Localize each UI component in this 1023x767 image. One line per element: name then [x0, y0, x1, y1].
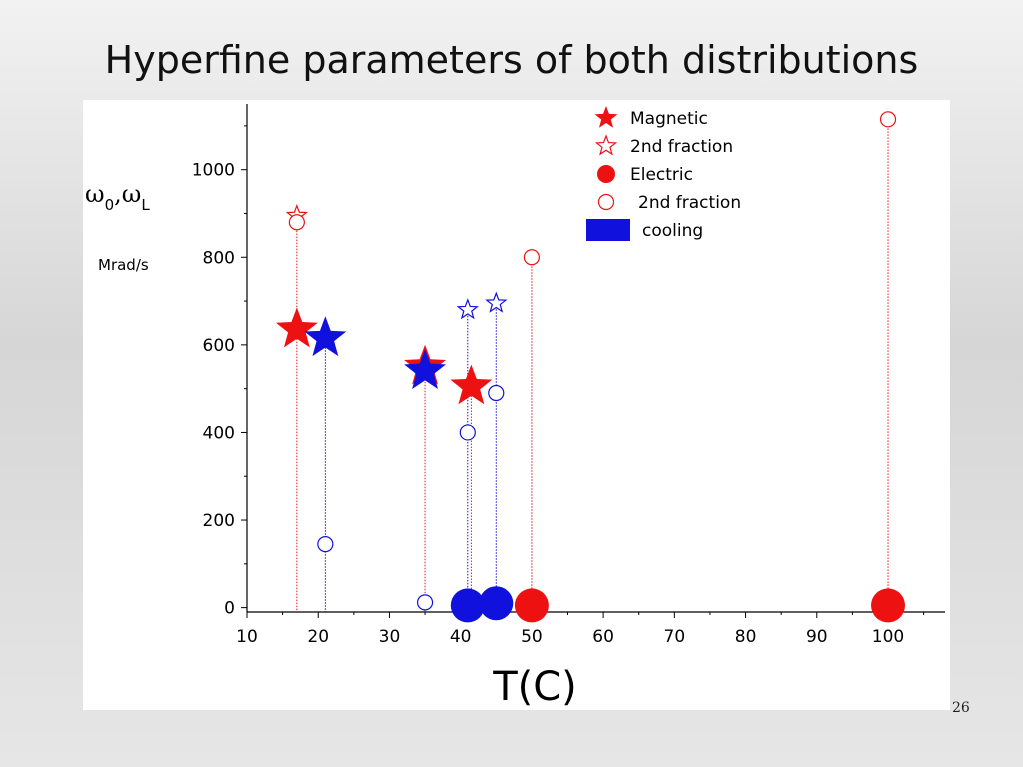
- legend-label: 2nd fraction: [630, 137, 733, 157]
- y-tick-label: 600: [203, 336, 235, 356]
- data-point: [488, 384, 505, 402]
- slide-title: Hyperfine parameters of both distributio…: [104, 38, 919, 82]
- y-axis-label-sub0: 0: [105, 196, 115, 214]
- data-point: [275, 307, 318, 348]
- legend-marker: [594, 134, 618, 156]
- y-axis-label: ω0,ωL: [85, 180, 150, 214]
- page-number: 26: [952, 700, 970, 716]
- data-point: [456, 298, 479, 320]
- x-tick-label: 20: [307, 627, 329, 647]
- legend: Magnetic 2nd fraction Electric 2nd fraction…: [586, 106, 741, 241]
- legend-label: Magnetic: [630, 109, 708, 129]
- y-tick-label: 0: [224, 599, 235, 619]
- data-point: [450, 588, 485, 623]
- scatter-chart: 0 200 400 600 800 1000 10 20 30 40 50 60 70 80 90 100 M…: [85, 104, 945, 710]
- x-axis-label: T(C): [492, 664, 577, 710]
- data-point: [485, 291, 508, 313]
- legend-marker: [597, 165, 615, 183]
- y-axis-label-omega0: ω: [85, 180, 105, 208]
- data-point: [514, 588, 549, 623]
- data-point: [459, 424, 476, 441]
- drop-lines: [296, 119, 889, 612]
- legend-marker: [586, 219, 630, 241]
- axes: 0 200 400 600 800 1000 10 20 30 40 50 60 70 80 90 100: [192, 104, 945, 647]
- x-tick-label: 50: [521, 627, 543, 647]
- legend-label: 2nd fraction: [638, 193, 741, 213]
- legend-marker: [597, 193, 615, 211]
- x-tick-label: 40: [450, 627, 472, 647]
- x-tick-label: 10: [236, 627, 258, 647]
- data-point: [288, 214, 305, 231]
- data-points: [275, 111, 906, 623]
- data-point: [879, 111, 897, 128]
- data-point: [871, 588, 906, 623]
- x-tick-label: 90: [806, 627, 828, 647]
- y-axis-label-omegaL: ω: [122, 180, 142, 208]
- data-point: [304, 316, 347, 357]
- legend-label: cooling: [642, 221, 703, 241]
- data-point: [523, 249, 540, 266]
- data-point: [416, 594, 434, 611]
- y-tick-label: 1000: [192, 161, 235, 181]
- y-axis-unit: Mrad/s: [98, 256, 149, 274]
- y-axis-label-subL: L: [141, 196, 150, 214]
- y-tick-label: 800: [203, 248, 235, 268]
- y-tick-label: 200: [203, 511, 235, 531]
- x-tick-label: 60: [592, 627, 614, 647]
- data-point: [404, 349, 446, 389]
- y-axis-label-sep: ,: [114, 180, 122, 208]
- legend-marker: [594, 106, 618, 128]
- axis-labels: ω0,ωL Mrad/s T(C): [85, 180, 577, 710]
- x-tick-label: 70: [664, 627, 686, 647]
- chart-panel: 0 200 400 600 800 1000 10 20 30 40 50 60 70 80 90 100 M…: [83, 100, 950, 710]
- data-point: [317, 536, 334, 553]
- legend-label: Electric: [630, 165, 693, 185]
- x-tick-label: 30: [379, 627, 401, 647]
- x-tick-label: 100: [872, 627, 904, 647]
- data-point: [479, 586, 514, 621]
- data-point: [450, 364, 493, 405]
- y-tick-label: 400: [203, 423, 235, 443]
- x-tick-label: 80: [735, 627, 757, 647]
